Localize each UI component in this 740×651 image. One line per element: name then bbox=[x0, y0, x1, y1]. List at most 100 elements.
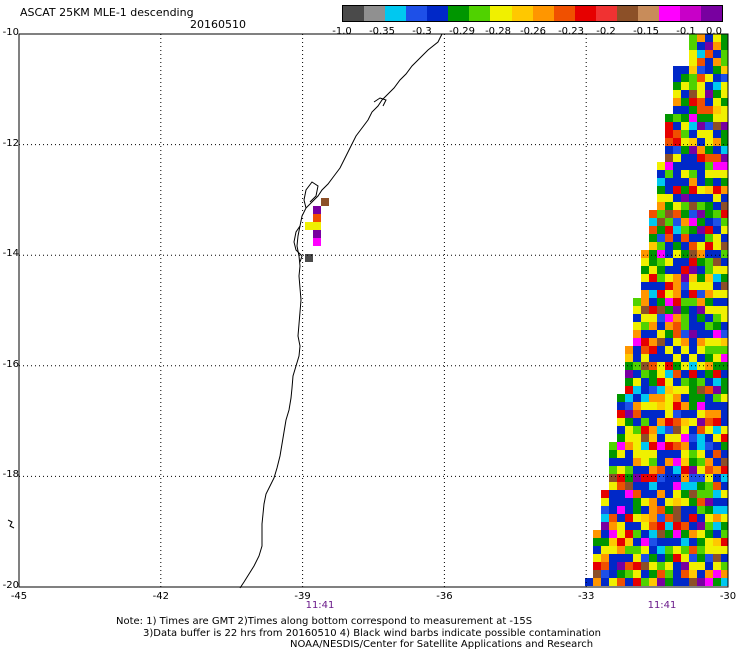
wind-cell bbox=[721, 354, 728, 362]
wind-cell bbox=[673, 370, 681, 378]
wind-cell bbox=[649, 562, 657, 570]
wind-cell bbox=[633, 482, 641, 490]
wind-cell bbox=[649, 578, 657, 586]
wind-cell bbox=[625, 490, 633, 498]
wind-cell bbox=[721, 322, 728, 330]
wind-cell bbox=[673, 98, 681, 106]
wind-cell bbox=[713, 122, 721, 130]
wind-cell bbox=[649, 474, 657, 482]
wind-cell bbox=[617, 522, 625, 530]
wind-cell bbox=[705, 122, 713, 130]
wind-cell bbox=[697, 250, 705, 258]
wind-cell bbox=[689, 162, 697, 170]
wind-cell bbox=[689, 226, 697, 234]
data-cells bbox=[305, 34, 728, 586]
wind-cell bbox=[705, 458, 713, 466]
wind-cell bbox=[681, 162, 689, 170]
wind-cell bbox=[697, 410, 705, 418]
wind-cell bbox=[705, 66, 713, 74]
colorbar-label: -0.23 bbox=[558, 26, 584, 37]
wind-cell bbox=[689, 346, 697, 354]
wind-cell bbox=[713, 58, 721, 66]
coastline bbox=[239, 33, 443, 589]
wind-cell bbox=[617, 418, 625, 426]
wind-cell bbox=[657, 322, 665, 330]
wind-cell bbox=[681, 146, 689, 154]
wind-cell bbox=[681, 370, 689, 378]
wind-cell bbox=[721, 466, 728, 474]
wind-cell bbox=[681, 562, 689, 570]
wind-cell bbox=[697, 490, 705, 498]
wind-cell bbox=[697, 98, 705, 106]
colorbar-label: 0.0 bbox=[706, 26, 722, 37]
wind-cell bbox=[681, 242, 689, 250]
wind-cell bbox=[721, 298, 728, 306]
wind-cell bbox=[681, 90, 689, 98]
wind-cell bbox=[673, 250, 681, 258]
wind-cell bbox=[633, 346, 641, 354]
wind-cell bbox=[625, 426, 633, 434]
wind-cell bbox=[673, 562, 681, 570]
wind-cell bbox=[641, 314, 649, 322]
wind-cell bbox=[657, 234, 665, 242]
wind-cell bbox=[625, 354, 633, 362]
wind-cell bbox=[705, 298, 713, 306]
wind-cell bbox=[689, 490, 697, 498]
wind-cell bbox=[689, 122, 697, 130]
wind-cell bbox=[689, 66, 697, 74]
wind-cell bbox=[697, 226, 705, 234]
wind-cell bbox=[673, 538, 681, 546]
wind-cell bbox=[625, 346, 633, 354]
wind-cell bbox=[697, 178, 705, 186]
wind-cell bbox=[625, 370, 633, 378]
wind-cell bbox=[721, 34, 728, 42]
wind-cell bbox=[665, 386, 673, 394]
wind-cell bbox=[681, 138, 689, 146]
wind-cell bbox=[705, 426, 713, 434]
wind-cell bbox=[713, 162, 721, 170]
island bbox=[7, 519, 15, 529]
wind-cell bbox=[721, 378, 728, 386]
wind-cell bbox=[705, 418, 713, 426]
wind-cell bbox=[713, 266, 721, 274]
wind-cell bbox=[665, 274, 673, 282]
wind-cell bbox=[657, 242, 665, 250]
wind-cell bbox=[665, 298, 673, 306]
wind-cell bbox=[721, 266, 728, 274]
wind-cell bbox=[633, 450, 641, 458]
wind-cell bbox=[705, 378, 713, 386]
wind-cell bbox=[697, 418, 705, 426]
wind-cell bbox=[721, 66, 728, 74]
wind-cell bbox=[681, 290, 689, 298]
wind-cell bbox=[665, 554, 673, 562]
wind-cell bbox=[665, 234, 673, 242]
wind-cell bbox=[657, 482, 665, 490]
colorbar-swatch bbox=[448, 6, 470, 21]
wind-cell bbox=[673, 186, 681, 194]
wind-cell bbox=[649, 274, 657, 282]
wind-cell bbox=[649, 258, 657, 266]
wind-cell bbox=[681, 474, 689, 482]
wind-cell bbox=[673, 146, 681, 154]
wind-cell bbox=[657, 290, 665, 298]
wind-cell bbox=[657, 458, 665, 466]
wind-cell bbox=[673, 242, 681, 250]
wind-cell bbox=[625, 498, 633, 506]
wind-cell bbox=[681, 506, 689, 514]
wind-cell bbox=[681, 282, 689, 290]
wind-cell bbox=[609, 546, 617, 554]
wind-cell bbox=[321, 198, 329, 206]
wind-cell bbox=[705, 170, 713, 178]
wind-cell bbox=[633, 362, 641, 370]
wind-cell bbox=[665, 450, 673, 458]
wind-cell bbox=[705, 74, 713, 82]
wind-cell bbox=[705, 250, 713, 258]
wind-cell bbox=[617, 570, 625, 578]
wind-cell bbox=[681, 66, 689, 74]
wind-cell bbox=[665, 138, 673, 146]
wind-cell bbox=[665, 282, 673, 290]
wind-cell bbox=[625, 474, 633, 482]
wind-cell bbox=[657, 330, 665, 338]
wind-cell bbox=[681, 346, 689, 354]
